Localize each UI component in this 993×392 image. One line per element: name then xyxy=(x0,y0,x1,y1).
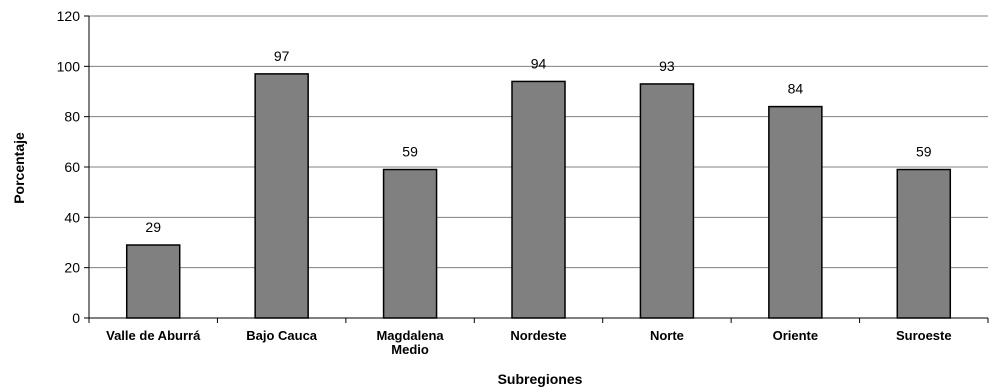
x-category-label: Nordeste xyxy=(510,328,566,343)
bar xyxy=(639,83,695,319)
bar xyxy=(896,168,952,319)
data-label: 97 xyxy=(274,48,290,64)
bars xyxy=(125,73,952,319)
x-category-label: Norte xyxy=(650,328,684,343)
x-category-label: Suroeste xyxy=(896,328,952,343)
x-category-label: Bajo Cauca xyxy=(246,328,318,343)
bar xyxy=(382,168,438,319)
y-tick-label: 40 xyxy=(64,209,80,225)
x-ticks: Valle de Aburrá Bajo Cauca Magdalena Medio N… xyxy=(88,318,989,357)
x-category-label: Magdalena Medio xyxy=(376,328,444,357)
x-category-label-line: Nordeste xyxy=(510,328,566,343)
bar xyxy=(125,244,181,319)
y-tick-label: 60 xyxy=(64,159,80,175)
x-category-label-line: Bajo Cauca xyxy=(246,328,318,343)
x-category-label-line: Suroeste xyxy=(896,328,952,343)
x-category-label-line: Medio xyxy=(391,342,429,357)
data-label: 84 xyxy=(788,81,804,97)
y-tick-label: 20 xyxy=(64,260,80,276)
x-category-label-line: Magdalena xyxy=(376,328,444,343)
y-tick-label: 100 xyxy=(57,58,81,74)
data-label: 59 xyxy=(916,144,932,160)
y-tick-label: 0 xyxy=(72,310,80,326)
y-tick-label: 120 xyxy=(57,8,81,24)
data-label: 93 xyxy=(659,58,675,74)
y-axis-title: Porcentaje xyxy=(11,132,27,204)
data-labels: 29 97 59 94 93 84 59 xyxy=(145,48,931,235)
x-category-label: Oriente xyxy=(773,328,819,343)
bar xyxy=(768,105,823,319)
data-label: 94 xyxy=(531,55,547,71)
y-ticks: 0 20 40 60 80 100 120 xyxy=(57,8,89,326)
x-axis-title: Subregiones xyxy=(498,371,583,387)
bar xyxy=(511,80,566,319)
x-category-label-line: Norte xyxy=(650,328,684,343)
x-category-label: Valle de Aburrá xyxy=(106,328,201,343)
data-label: 29 xyxy=(145,219,161,235)
bar xyxy=(254,73,309,319)
y-tick-label: 80 xyxy=(64,109,80,125)
x-category-label-line: Valle de Aburrá xyxy=(106,328,201,343)
x-category-label-line: Oriente xyxy=(773,328,819,343)
data-label: 59 xyxy=(402,144,418,160)
